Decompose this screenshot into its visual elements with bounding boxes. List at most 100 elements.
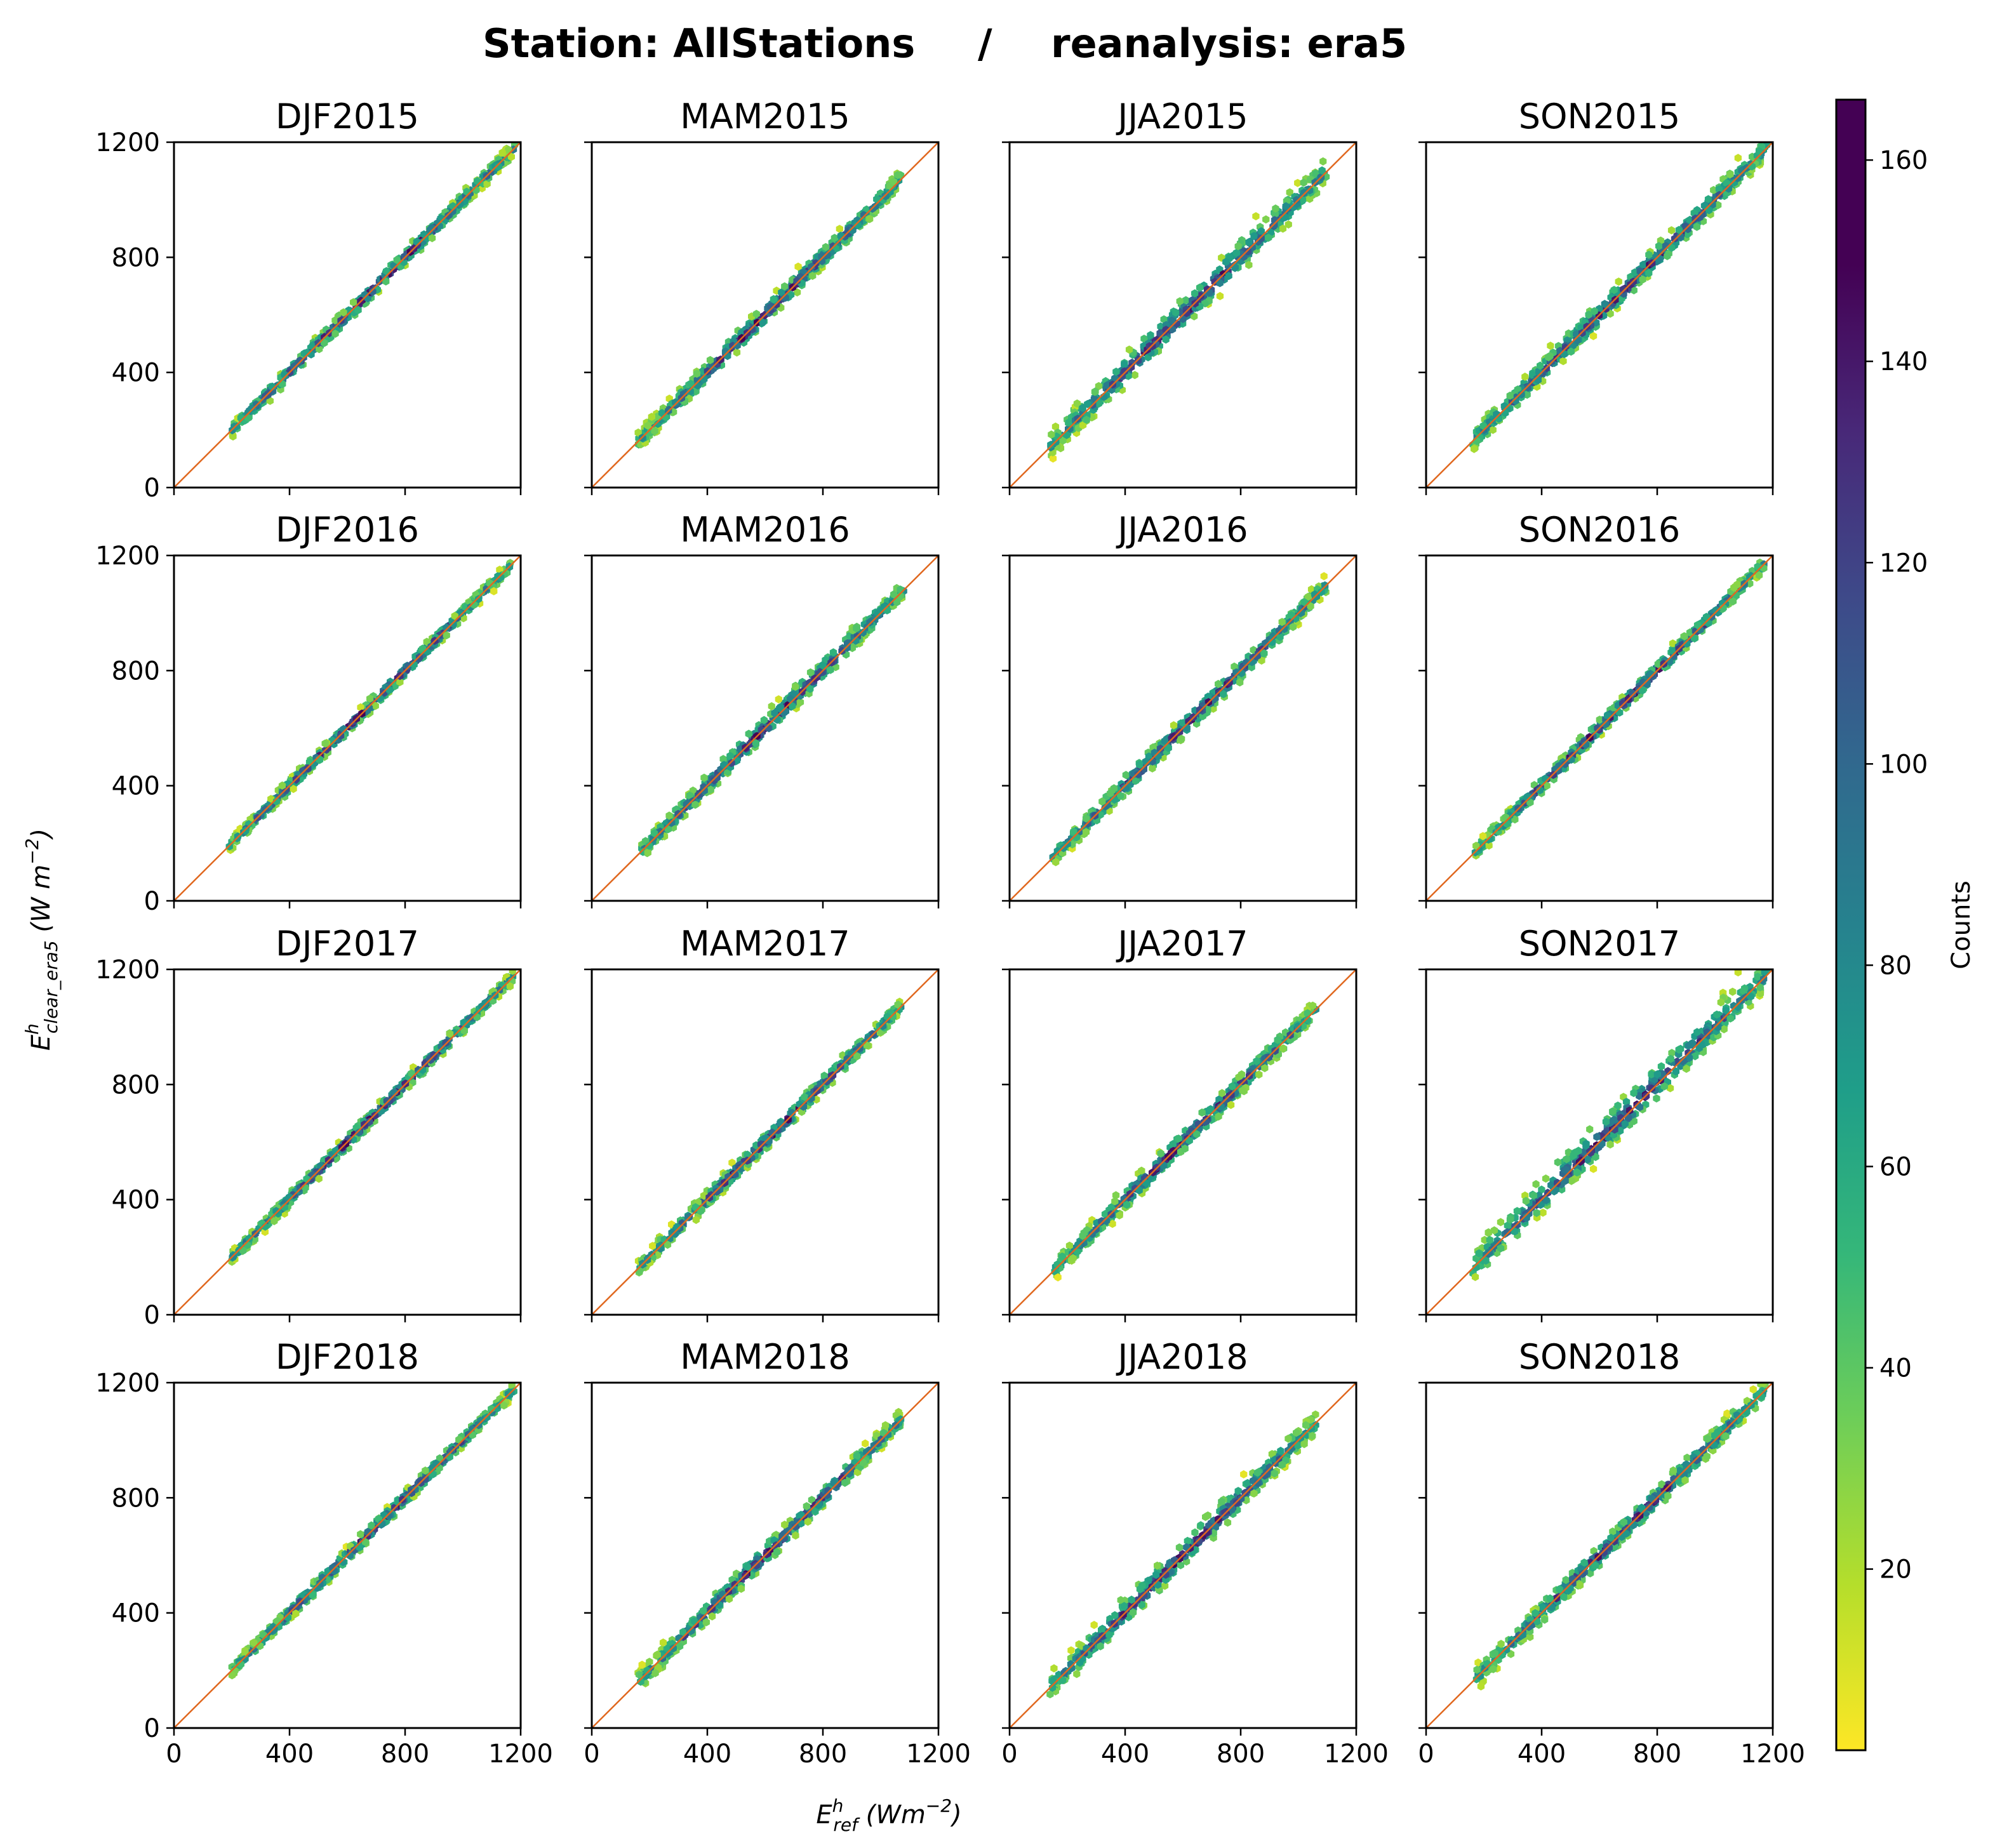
hex-cell — [272, 1207, 280, 1216]
hex-cell — [820, 1072, 828, 1080]
hex-cell — [668, 818, 676, 827]
reference-line — [1010, 969, 1356, 1315]
hex-cell — [668, 1220, 676, 1229]
hex-cell — [733, 348, 741, 357]
hex-cell — [1083, 415, 1090, 424]
panel-title: MAM2015 — [680, 96, 850, 136]
hex-cell — [1601, 300, 1608, 309]
hex-cell — [1542, 1174, 1550, 1183]
reference-line — [1010, 555, 1356, 901]
hex-cell — [1196, 283, 1204, 292]
reference-line — [174, 555, 521, 901]
hex-cell — [369, 287, 377, 296]
hex-cell — [1682, 222, 1690, 231]
hex-cell — [1309, 1001, 1317, 1010]
hex-cell — [1675, 225, 1683, 234]
hex-cell — [787, 290, 795, 299]
hex-cell — [1539, 1208, 1547, 1217]
hex-cell — [1518, 390, 1525, 399]
y-tick-label: 800 — [112, 243, 160, 272]
hex-cell — [757, 726, 765, 735]
hex-cell — [1567, 347, 1575, 356]
hexbin-cells — [1426, 142, 1773, 488]
hex-cell — [634, 428, 642, 437]
hex-cell — [290, 362, 298, 371]
hex-cell — [777, 703, 784, 712]
hex-cell — [1639, 275, 1646, 284]
hex-cell — [1194, 1120, 1202, 1129]
hex-cell — [1306, 186, 1314, 195]
hex-cell — [1227, 1101, 1235, 1109]
hex-cell — [1182, 296, 1190, 305]
hex-cell — [829, 648, 837, 657]
hex-cell — [1082, 814, 1090, 823]
hex-cell — [1304, 592, 1312, 601]
hex-cell — [1606, 309, 1614, 318]
hex-cell — [1616, 1126, 1624, 1135]
hex-cell — [321, 338, 328, 347]
hex-cell — [1269, 632, 1277, 641]
hex-cell — [1260, 649, 1268, 658]
hex-cell — [1591, 307, 1598, 316]
hex-cell — [478, 1002, 486, 1011]
panel-son2016: SON2016 — [1418, 510, 1774, 908]
hex-cell — [1304, 1015, 1311, 1024]
axes-frame — [590, 141, 940, 489]
hex-cell — [443, 631, 450, 640]
hex-cell — [1091, 387, 1099, 396]
hex-cell — [1240, 253, 1248, 262]
hex-cell — [650, 829, 658, 837]
hex-cell — [1306, 194, 1314, 203]
hex-cell — [1521, 372, 1529, 381]
hex-cell — [1709, 200, 1716, 209]
hex-cell — [1610, 286, 1618, 295]
panel-mam2017: MAM2017 — [584, 924, 940, 1322]
axes-frame — [590, 968, 940, 1316]
hex-cell — [894, 171, 902, 180]
hex-cell — [355, 1128, 363, 1137]
hex-cell — [316, 345, 323, 354]
y-tick-label: 400 — [112, 1186, 160, 1215]
hex-cell — [1216, 291, 1224, 300]
hex-cell — [1286, 188, 1293, 197]
hex-cell — [882, 192, 890, 201]
hex-cell — [1489, 425, 1497, 434]
hex-cell — [1199, 712, 1206, 721]
hex-cell — [866, 215, 874, 223]
hex-cell — [1181, 1144, 1189, 1153]
hex-cell — [767, 302, 775, 311]
hex-cell — [1271, 209, 1279, 218]
y-tick-label: 0 — [144, 887, 160, 916]
hex-cell — [768, 702, 775, 710]
hex-cell — [894, 1000, 902, 1009]
hex-cell — [229, 432, 237, 441]
y-tick-label: 0 — [144, 1301, 160, 1330]
hex-cell — [1712, 606, 1720, 615]
hex-cell — [1232, 248, 1241, 257]
hex-cell — [778, 288, 785, 297]
hex-cell — [1164, 743, 1172, 752]
hex-cell — [1730, 583, 1738, 592]
hex-cell — [775, 695, 782, 704]
hex-cell — [1074, 1240, 1082, 1249]
hex-cell — [1261, 1064, 1269, 1072]
hex-cell — [281, 370, 288, 379]
hex-cell — [684, 1213, 692, 1221]
hex-cell — [1272, 204, 1279, 213]
hex-cell — [1619, 699, 1627, 708]
hex-cell — [315, 1174, 323, 1183]
hex-cell — [1693, 222, 1701, 231]
hex-cell — [1149, 764, 1156, 773]
hex-cell — [1677, 232, 1685, 241]
hex-cell — [1084, 400, 1091, 408]
hex-cell — [1746, 579, 1754, 588]
hex-cell — [1320, 572, 1328, 581]
hex-cell — [340, 308, 347, 317]
panel-title: DJF2016 — [276, 510, 419, 550]
hex-cell — [1175, 1134, 1182, 1143]
hexbin-cells — [1010, 969, 1356, 1315]
hex-cell — [808, 262, 815, 271]
hex-cell — [1318, 588, 1325, 597]
hex-cell — [645, 841, 653, 850]
hex-cell — [1112, 368, 1120, 376]
